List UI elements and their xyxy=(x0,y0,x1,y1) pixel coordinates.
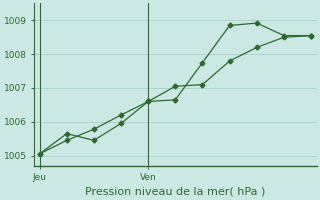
X-axis label: Pression niveau de la mer( hPa ): Pression niveau de la mer( hPa ) xyxy=(85,187,266,197)
